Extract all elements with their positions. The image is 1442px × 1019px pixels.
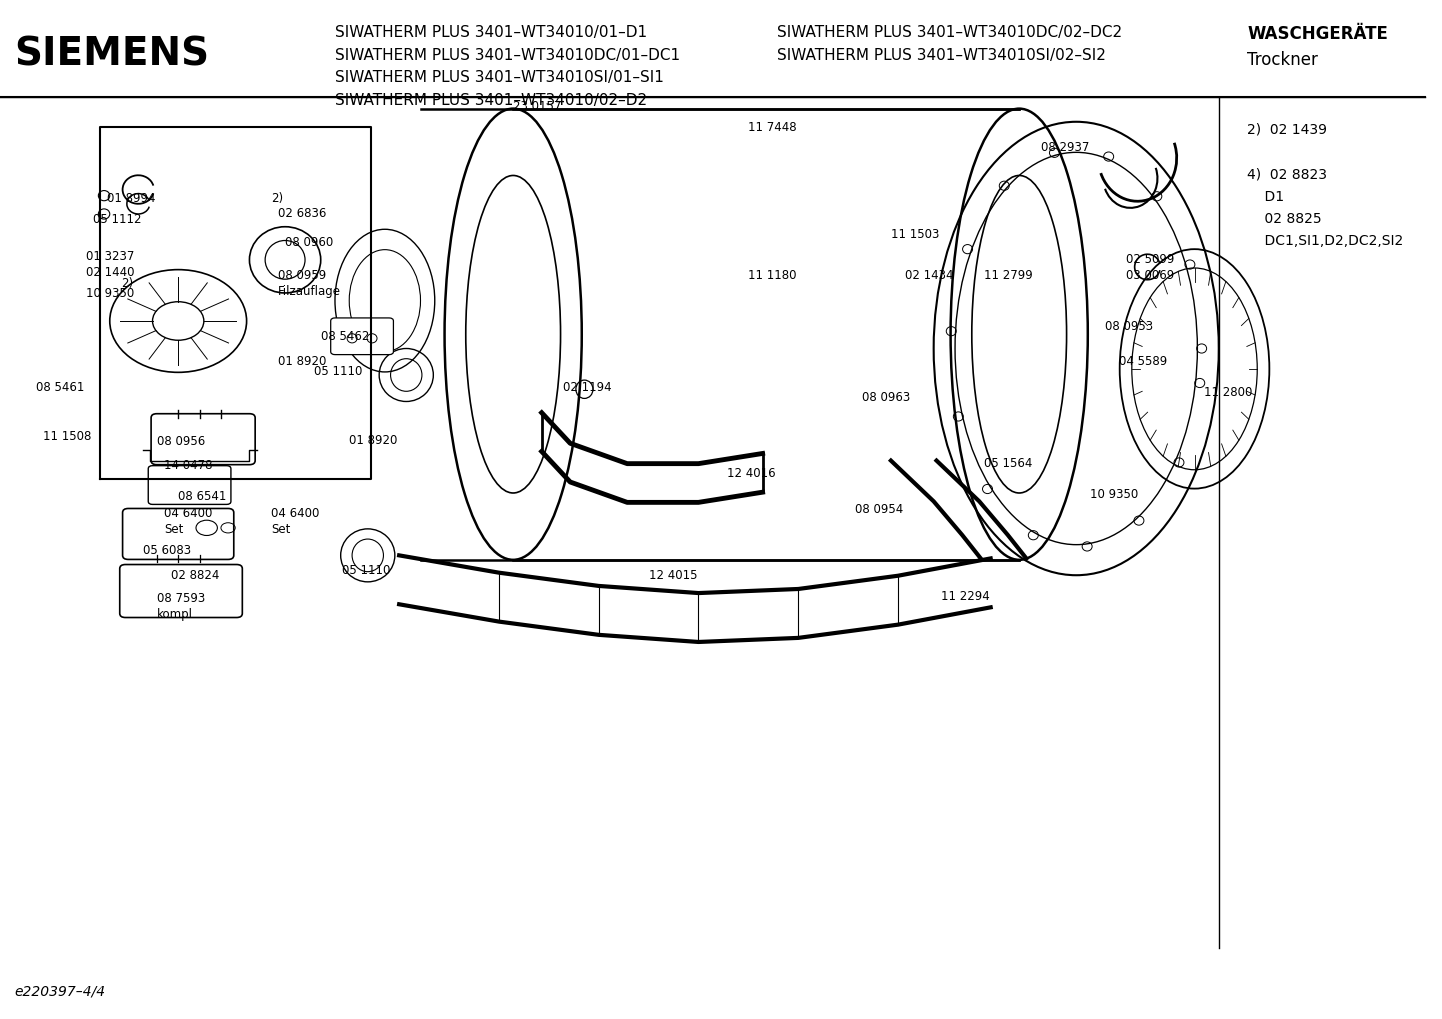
Text: SIWATHERM PLUS 3401–WT34010SI/01–SI1: SIWATHERM PLUS 3401–WT34010SI/01–SI1 xyxy=(335,70,663,86)
Text: 08 2937: 08 2937 xyxy=(1041,142,1089,154)
Text: 10 9350: 10 9350 xyxy=(85,287,134,300)
FancyBboxPatch shape xyxy=(149,466,231,504)
Text: 04 6400
Set: 04 6400 Set xyxy=(271,507,319,536)
FancyBboxPatch shape xyxy=(151,414,255,465)
Text: 08 0956: 08 0956 xyxy=(157,435,205,447)
Text: 12 4016: 12 4016 xyxy=(727,468,776,480)
Text: 01 8994: 01 8994 xyxy=(107,193,156,205)
Text: 02 8825: 02 8825 xyxy=(1247,212,1322,226)
Text: 08 0954: 08 0954 xyxy=(855,503,904,516)
Text: 11 7448: 11 7448 xyxy=(748,121,797,133)
Text: 05 1112: 05 1112 xyxy=(92,213,141,225)
Text: 2): 2) xyxy=(271,193,283,205)
Text: 01 3237: 01 3237 xyxy=(85,251,134,263)
Text: 02 8824: 02 8824 xyxy=(172,570,219,582)
Text: Trockner: Trockner xyxy=(1247,51,1318,69)
Text: 08 0960: 08 0960 xyxy=(286,236,333,249)
Text: 08 0953: 08 0953 xyxy=(1105,320,1152,332)
Text: 01 8920: 01 8920 xyxy=(278,356,326,368)
FancyBboxPatch shape xyxy=(123,508,234,559)
Text: 14 0478: 14 0478 xyxy=(164,460,212,472)
FancyBboxPatch shape xyxy=(120,565,242,618)
Text: 02 1194: 02 1194 xyxy=(562,381,611,393)
Text: 08 6541: 08 6541 xyxy=(179,490,226,502)
Text: 05 1110: 05 1110 xyxy=(342,565,391,577)
Text: DC1,SI1,D2,DC2,SI2: DC1,SI1,D2,DC2,SI2 xyxy=(1247,234,1403,249)
Text: 05 6083: 05 6083 xyxy=(143,544,190,556)
Text: 02 1440: 02 1440 xyxy=(85,266,134,278)
Text: SIEMENS: SIEMENS xyxy=(14,36,209,73)
Text: 11 2800: 11 2800 xyxy=(1204,386,1253,398)
Text: 11 1180: 11 1180 xyxy=(748,269,797,281)
Text: 02 1434: 02 1434 xyxy=(906,269,953,281)
Text: 4)  02 8823: 4) 02 8823 xyxy=(1247,167,1327,181)
Text: 10 9350: 10 9350 xyxy=(1090,488,1139,500)
Text: 08 7593
kompl.: 08 7593 kompl. xyxy=(157,592,205,621)
Text: SIWATHERM PLUS 3401–WT34010/02–D2: SIWATHERM PLUS 3401–WT34010/02–D2 xyxy=(335,93,647,108)
Text: SIWATHERM PLUS 3401–WT34010DC/02–DC2: SIWATHERM PLUS 3401–WT34010DC/02–DC2 xyxy=(777,25,1122,41)
Text: 08 0963: 08 0963 xyxy=(862,391,911,404)
Text: SIWATHERM PLUS 3401–WT34010/01–D1: SIWATHERM PLUS 3401–WT34010/01–D1 xyxy=(335,25,647,41)
Text: 04 6400
Set: 04 6400 Set xyxy=(164,507,212,536)
Text: 08 5461: 08 5461 xyxy=(36,381,84,393)
Text: 11 2799: 11 2799 xyxy=(983,269,1032,281)
Text: 11 2294: 11 2294 xyxy=(940,590,989,602)
FancyBboxPatch shape xyxy=(330,318,394,355)
Text: 01 8920: 01 8920 xyxy=(349,434,398,446)
Text: 2): 2) xyxy=(121,277,133,289)
Text: SIWATHERM PLUS 3401–WT34010SI/02–SI2: SIWATHERM PLUS 3401–WT34010SI/02–SI2 xyxy=(777,48,1106,63)
Text: 02 6836: 02 6836 xyxy=(278,208,326,220)
Text: 11 1503: 11 1503 xyxy=(891,228,939,240)
Text: SIWATHERM PLUS 3401–WT34010DC/01–DC1: SIWATHERM PLUS 3401–WT34010DC/01–DC1 xyxy=(335,48,681,63)
Text: 08 5462: 08 5462 xyxy=(320,330,369,342)
Text: 04 5589: 04 5589 xyxy=(1119,356,1167,368)
Text: 02 5099: 02 5099 xyxy=(1126,254,1174,266)
Text: D1: D1 xyxy=(1247,190,1285,204)
Text: 2)  02 1439: 2) 02 1439 xyxy=(1247,122,1327,137)
Text: 12 4015: 12 4015 xyxy=(649,570,696,582)
Text: 05 1564: 05 1564 xyxy=(983,458,1032,470)
Text: 03 0069: 03 0069 xyxy=(1126,269,1174,281)
Text: 23 0157: 23 0157 xyxy=(513,101,561,113)
Text: e220397–4/4: e220397–4/4 xyxy=(14,984,105,999)
Text: 08 0959
Filzauflage: 08 0959 Filzauflage xyxy=(278,269,340,298)
Text: WASCHGERÄTE: WASCHGERÄTE xyxy=(1247,25,1389,44)
Text: 05 1110: 05 1110 xyxy=(313,366,362,378)
Text: 11 1508: 11 1508 xyxy=(43,430,91,442)
